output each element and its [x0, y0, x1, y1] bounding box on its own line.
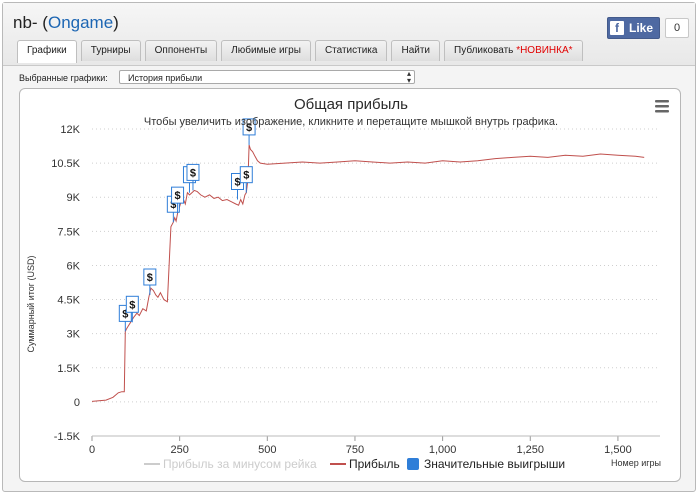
chart-panel: -1.5K 0 1.5K 3K 4.5K 6K 7.5K 9K 10.5K 12K 0 250 500… — [19, 88, 681, 482]
flag-label: $ — [243, 170, 249, 182]
x-tick-label: 0 — [89, 444, 95, 456]
legend-item-profit[interactable]: Прибыль — [330, 457, 400, 471]
x-axis-ticks: 0 250 500 750 1,000 1,250 1,500 — [89, 435, 660, 456]
tab-bar: Графики Турниры Оппоненты Любимые игры С… — [17, 40, 587, 63]
y-tick-label: 4.5K — [57, 295, 80, 307]
chart-selector-label: Выбранные графики: — [19, 71, 108, 85]
menu-icon — [655, 100, 669, 113]
tab-find[interactable]: Найти — [391, 40, 441, 61]
x-tick-label: 250 — [170, 444, 188, 456]
profit-chart[interactable]: -1.5K 0 1.5K 3K 4.5K 6K 7.5K 9K 10.5K 12K 0 250 500… — [20, 89, 680, 481]
like-label: Like — [629, 20, 654, 35]
big-win-flag[interactable]: $ — [125, 295, 139, 323]
y-tick-label: 9K — [67, 192, 81, 204]
tab-opponents[interactable]: Оппоненты — [144, 40, 218, 61]
y-tick-label: 0 — [74, 397, 80, 409]
y-tick-label: 10.5K — [51, 158, 80, 170]
x-tick-label: 1,500 — [604, 444, 632, 456]
legend-item-big-wins[interactable]: Значительные выигрыши — [407, 457, 565, 471]
title-suffix: ) — [113, 13, 119, 32]
tab-label: Публиковать — [454, 45, 514, 56]
facebook-like-widget: f Like 0 — [607, 16, 690, 39]
flag-box — [186, 163, 200, 181]
tab-favorite-games[interactable]: Любимые игры — [221, 40, 311, 61]
tab-charts[interactable]: Графики — [17, 40, 77, 63]
legend-big-wins-label: Значительные выигрыши — [424, 457, 565, 471]
x-tick-label: 1,250 — [517, 444, 545, 456]
x-tick-label: 750 — [346, 444, 364, 456]
flag-label: $ — [129, 299, 135, 311]
flag-label: $ — [122, 308, 128, 320]
y-tick-label: 6K — [67, 260, 81, 272]
tab-label: Любимые игры — [231, 45, 301, 56]
like-count: 0 — [665, 17, 690, 38]
window-header: nb- (Ongame) f Like 0 Графики Турниры Оп… — [3, 3, 695, 66]
flag-label: $ — [190, 167, 196, 179]
chart-title: Общая прибыль — [294, 96, 408, 113]
big-win-flag[interactable]: $ — [186, 163, 200, 191]
new-badge: *НОВИНКА* — [516, 45, 573, 56]
tab-statistics[interactable]: Статистика — [314, 40, 388, 61]
chart-select-value: История прибыли — [128, 73, 203, 83]
chart-series — [91, 144, 645, 402]
y-axis-ticks: -1.5K 0 1.5K 3K 4.5K 6K 7.5K 9K 10.5K 12K — [51, 124, 80, 443]
facebook-like-button[interactable]: f Like — [607, 16, 661, 39]
flag-box — [239, 166, 253, 184]
legend-profit-label: Прибыль — [349, 457, 400, 471]
flag-box — [143, 268, 157, 286]
tab-publish[interactable]: Публиковать *НОВИНКА* — [444, 40, 583, 61]
chart-grid — [92, 128, 660, 437]
flag-box — [125, 295, 139, 313]
tab-label: Графики — [27, 45, 67, 56]
big-win-flag[interactable]: $ — [239, 166, 253, 193]
y-axis-label: Суммарный итог (USD) — [26, 255, 36, 352]
selector-label-text: Выбранные графики: — [19, 73, 108, 83]
x-tick-label: 500 — [258, 444, 276, 456]
tab-label: Статистика — [324, 45, 378, 56]
chart-legend: Прибыль за минусом рейка Прибыль Значите… — [144, 457, 565, 471]
page-title: nb- (Ongame) — [13, 13, 119, 33]
y-tick-label: 1.5K — [57, 363, 80, 375]
chart-select[interactable]: История прибыли ▴ ▾ — [119, 69, 415, 85]
x-tick-label: 1,000 — [429, 444, 457, 456]
profile-window: nb- (Ongame) f Like 0 Графики Турниры Оп… — [2, 2, 696, 492]
y-tick-label: 12K — [60, 124, 80, 136]
legend-item-rake[interactable]: Прибыль за минусом рейка — [144, 457, 317, 471]
flag-box — [242, 118, 256, 136]
legend-big-wins-swatch — [407, 458, 419, 470]
big-win-flag[interactable]: $ — [171, 186, 185, 214]
big-win-flags: $$$$$$$$$$ — [118, 118, 256, 332]
y-tick-label: 3K — [67, 329, 81, 341]
flag-label: $ — [170, 199, 176, 211]
facebook-icon: f — [610, 20, 624, 35]
flag-label: $ — [174, 190, 180, 202]
flag-label: $ — [147, 272, 153, 284]
flag-box — [171, 186, 185, 204]
legend-rake-label: Прибыль за минусом рейка — [163, 457, 317, 471]
network-link[interactable]: Ongame — [47, 13, 114, 32]
x-axis-label: Номер игры — [611, 458, 661, 468]
big-win-flag[interactable]: $ — [242, 118, 256, 145]
y-tick-label: -1.5K — [54, 431, 81, 443]
tab-label: Найти — [401, 45, 431, 56]
chart-subtitle: Чтобы увеличить изображение, кликните и … — [144, 116, 558, 128]
flag-label: $ — [234, 176, 240, 188]
player-name: nb- ( — [13, 13, 48, 32]
tab-label: Турниры — [90, 45, 131, 56]
flag-label: $ — [246, 122, 252, 134]
y-tick-label: 7.5K — [57, 226, 80, 238]
profit-series-line[interactable] — [91, 144, 645, 402]
big-win-flag[interactable]: $ — [143, 268, 157, 296]
tab-label: Оппоненты — [154, 45, 208, 56]
chart-menu-button[interactable] — [650, 97, 672, 115]
select-arrows-icon: ▴ ▾ — [406, 69, 411, 85]
tab-tournaments[interactable]: Турниры — [80, 40, 141, 61]
